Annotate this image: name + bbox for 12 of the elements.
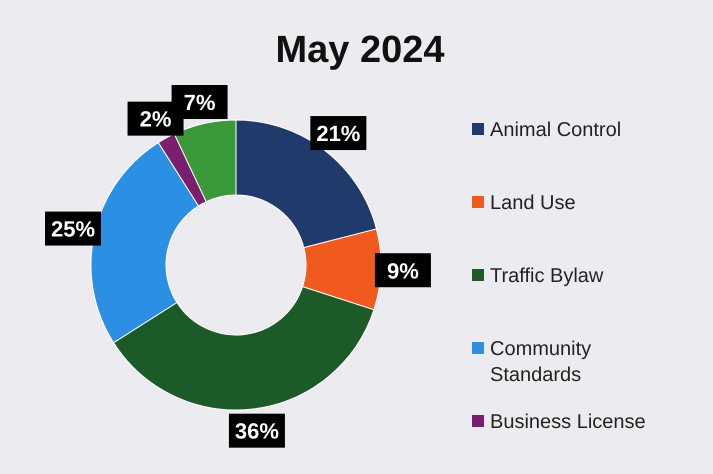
legend-label: Business License xyxy=(490,411,646,433)
data-label: 7% xyxy=(184,90,216,116)
data-label: 21% xyxy=(316,121,360,146)
legend-label: Traffic Bylaw xyxy=(490,265,604,287)
data-label: 9% xyxy=(387,258,419,284)
chart-title: May 2024 xyxy=(275,29,445,71)
legend-label: Animal Control xyxy=(490,119,622,141)
data-label: 36% xyxy=(234,418,279,444)
data-label: 25% xyxy=(51,216,96,242)
legend-label: Community Standards xyxy=(490,338,592,386)
legend-label: Land Use xyxy=(490,192,576,214)
data-label: 2% xyxy=(140,106,172,132)
